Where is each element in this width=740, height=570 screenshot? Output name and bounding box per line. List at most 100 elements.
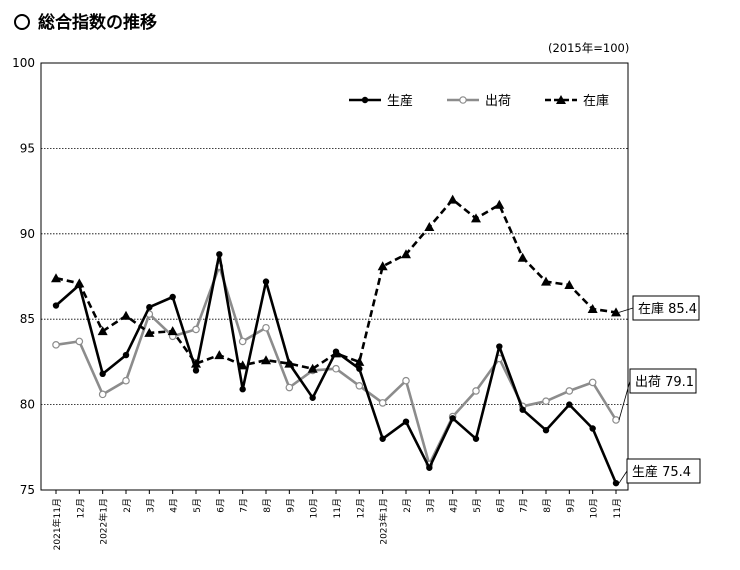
data-point-生産: [612, 479, 620, 487]
data-point-生産: [589, 425, 596, 432]
x-tick-label: 5月: [472, 498, 483, 513]
data-point-生産: [309, 394, 316, 401]
data-point-出荷: [332, 364, 340, 373]
data-point-出荷: [75, 337, 84, 346]
data-point-在庫: [447, 194, 458, 204]
callout-label-生産: 生産 75.4: [632, 464, 691, 480]
x-tick-label: 2023年1月: [378, 498, 390, 545]
legend-label-在庫: 在庫: [583, 94, 609, 109]
data-point-生産: [52, 302, 60, 309]
x-tick-label: 6月: [215, 498, 226, 513]
y-tick-label: 100: [12, 56, 35, 70]
data-point-生産: [542, 427, 550, 434]
data-point-在庫: [377, 261, 388, 271]
data-point-生産: [332, 348, 340, 355]
callout-leader-出荷: [618, 380, 631, 421]
data-point-在庫: [471, 213, 481, 223]
data-point-出荷: [238, 337, 247, 346]
x-tick-label: 10月: [309, 498, 320, 518]
x-tick-label: 3月: [425, 498, 436, 513]
x-tick-label: 10月: [589, 498, 600, 518]
data-point-出荷: [542, 397, 550, 405]
y-tick-label: 90: [20, 227, 35, 241]
callout-box-出荷: [629, 368, 697, 394]
x-tick-label: 6月: [495, 498, 506, 513]
data-point-出荷: [355, 382, 364, 390]
data-point-生産: [426, 464, 433, 471]
data-point-在庫: [517, 252, 528, 262]
data-point-出荷: [122, 376, 130, 385]
data-point-在庫: [307, 363, 318, 373]
data-point-出荷: [192, 325, 200, 334]
x-tick-label: 4月: [449, 498, 460, 513]
data-point-生産: [239, 386, 246, 393]
data-point-生産: [76, 281, 83, 289]
data-point-出荷: [52, 341, 60, 349]
data-point-生産: [496, 343, 503, 350]
data-point-出荷: [472, 387, 480, 395]
data-point-出荷: [612, 416, 620, 424]
data-point-在庫: [97, 326, 108, 336]
data-point-出荷: [378, 399, 387, 407]
data-point-在庫: [214, 350, 225, 360]
circle-bullet-icon: [14, 14, 30, 30]
data-point-生産: [356, 365, 363, 372]
x-tick-label: 4月: [169, 498, 180, 513]
chart-title-text: 総合指数の推移: [38, 13, 157, 33]
x-tick-label: 12月: [355, 498, 366, 518]
data-point-出荷: [402, 376, 410, 385]
data-point-在庫: [611, 307, 621, 317]
data-point-在庫: [564, 280, 575, 290]
legend-label-出荷: 出荷: [485, 94, 511, 109]
data-point-生産: [402, 418, 410, 425]
data-point-生産: [146, 304, 153, 311]
y-tick-label: 75: [20, 483, 35, 497]
data-point-出荷: [262, 323, 270, 332]
data-point-在庫: [261, 355, 271, 365]
data-point-在庫: [541, 276, 551, 286]
legend-marker-在庫: [556, 95, 566, 104]
data-point-生産: [449, 415, 456, 422]
data-point-在庫: [51, 273, 61, 283]
callout-label-出荷: 出荷 79.1: [635, 375, 694, 390]
data-point-生産: [216, 251, 223, 258]
legend-marker-出荷: [459, 96, 467, 104]
data-point-出荷: [588, 378, 597, 387]
data-point-生産: [379, 435, 386, 442]
callout-box-生産: [626, 458, 701, 484]
data-point-生産: [262, 278, 270, 285]
x-tick-label: 8月: [542, 498, 553, 513]
callout-box-在庫: [632, 295, 700, 321]
data-point-生産: [286, 360, 293, 367]
x-tick-label: 12月: [75, 498, 86, 518]
chart-title: 総合指数の推移: [14, 8, 157, 33]
data-point-在庫: [587, 303, 598, 313]
data-point-生産: [99, 370, 106, 378]
x-tick-label: 7月: [519, 498, 530, 513]
x-tick-label: 5月: [192, 498, 203, 513]
y-tick-label: 85: [20, 312, 35, 326]
x-tick-label: 2月: [402, 498, 413, 513]
data-point-生産: [169, 293, 176, 301]
x-tick-label: 8月: [262, 498, 273, 513]
y-tick-label: 80: [20, 398, 35, 412]
data-point-在庫: [121, 310, 131, 320]
x-tick-label: 11月: [612, 498, 623, 518]
data-point-在庫: [167, 326, 178, 336]
data-point-出荷: [565, 387, 574, 395]
plot-area-border: [40, 62, 629, 491]
x-tick-label: 9月: [565, 498, 576, 513]
x-tick-label: 2022年1月: [98, 498, 110, 545]
x-tick-label: 3月: [145, 498, 156, 513]
data-point-在庫: [424, 221, 435, 231]
x-tick-label: 2021年11月: [51, 498, 63, 550]
data-point-出荷: [285, 383, 294, 392]
y-tick-label: 95: [20, 141, 35, 155]
unit-note: (2015年=100): [548, 41, 630, 55]
data-point-在庫: [354, 356, 365, 366]
data-point-生産: [566, 401, 573, 408]
x-tick-label: 11月: [332, 498, 343, 518]
data-point-生産: [519, 406, 526, 413]
callout-leader-在庫: [618, 307, 634, 313]
